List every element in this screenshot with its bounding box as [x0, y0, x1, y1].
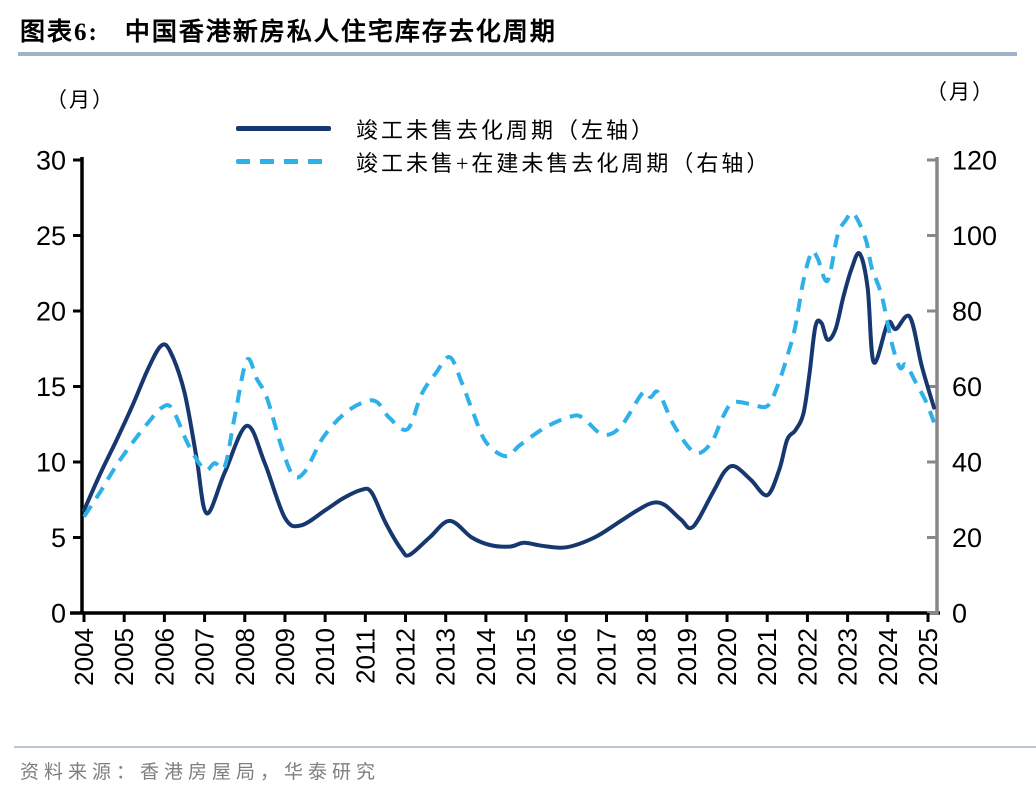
- dashed-line-swatch: [236, 159, 331, 164]
- x-axis-tick-label: 2025: [913, 628, 943, 686]
- x-axis-tick-label: 2015: [511, 628, 541, 686]
- left-axis-tick-label: 15: [36, 372, 66, 402]
- x-axis-tick-label: 2011: [350, 628, 380, 684]
- left-axis-tick-label: 0: [51, 599, 66, 629]
- right-axis-tick-label: 20: [952, 523, 982, 553]
- x-axis-tick-label: 2020: [712, 628, 742, 686]
- left-axis-tick-label: 25: [36, 221, 66, 251]
- x-axis-tick-label: 2010: [310, 628, 340, 686]
- right-axis-tick-label: 40: [952, 448, 982, 478]
- left-axis-unit-label: （月）: [46, 88, 115, 112]
- x-axis-tick-label: 2009: [270, 628, 300, 686]
- left-axis-tick-label: 30: [36, 146, 66, 176]
- x-axis-tick-label: 2006: [149, 628, 179, 686]
- left-axis-tick-label: 10: [36, 448, 66, 478]
- x-axis-tick-label: 2007: [190, 628, 220, 686]
- x-axis-tick-label: 2005: [109, 628, 139, 686]
- legend-label-left-axis-series: 竣工未售去化周期（左轴）: [356, 117, 657, 143]
- title-divider: [18, 52, 1017, 56]
- chart-title: 图表6: 中国香港新房私人住宅库存去化周期: [20, 12, 1020, 48]
- x-axis-tick-label: 2023: [833, 628, 863, 686]
- legend-label-right-axis-series: 竣工未售+在建未售去化周期（右轴）: [356, 150, 772, 176]
- source-note: 资料来源：香港房屋局，华泰研究: [20, 762, 381, 783]
- legend-item-completed: 竣工未售去化周期（左轴）: [236, 112, 771, 145]
- solid-line-swatch: [236, 126, 331, 131]
- series-line-completed-unsold: [82, 251, 936, 558]
- chart-title-label: 图表6:: [20, 19, 99, 46]
- right-axis-tick-label: 120: [952, 146, 997, 176]
- series-line-completed-plus-under-construction: [82, 210, 936, 518]
- left-axis-tick-label: 20: [36, 297, 66, 327]
- x-axis-tick-label: 2017: [591, 628, 621, 686]
- right-axis-tick-label: 60: [952, 372, 982, 402]
- x-axis-tick-label: 2014: [471, 628, 501, 686]
- right-axis-tick-label: 100: [952, 221, 997, 251]
- legend-item-completed-plus-under-construction: 竣工未售+在建未售去化周期（右轴）: [236, 145, 771, 178]
- chart-legend: 竣工未售去化周期（左轴） 竣工未售+在建未售去化周期（右轴）: [236, 112, 771, 178]
- right-axis-tick-label: 0: [952, 599, 967, 629]
- right-axis-unit-label: （月）: [926, 80, 995, 104]
- x-axis-tick-label: 2019: [672, 628, 702, 686]
- chart-title-text: 中国香港新房私人住宅库存去化周期: [124, 19, 557, 46]
- right-axis-tick-label: 80: [952, 297, 982, 327]
- x-axis-tick-label: 2012: [391, 628, 421, 686]
- footer-divider: [14, 746, 1036, 748]
- x-axis-tick-label: 2022: [792, 628, 822, 686]
- x-axis-tick-label: 2013: [431, 628, 461, 686]
- x-axis-tick-label: 2021: [752, 628, 782, 686]
- x-axis-tick-label: 2004: [69, 628, 99, 686]
- x-axis-tick-label: 2008: [230, 628, 260, 686]
- x-axis-tick-label: 2018: [632, 628, 662, 686]
- left-axis-tick-label: 5: [51, 523, 66, 553]
- x-axis-tick-label: 2024: [873, 628, 903, 686]
- x-axis-tick-label: 2016: [551, 628, 581, 686]
